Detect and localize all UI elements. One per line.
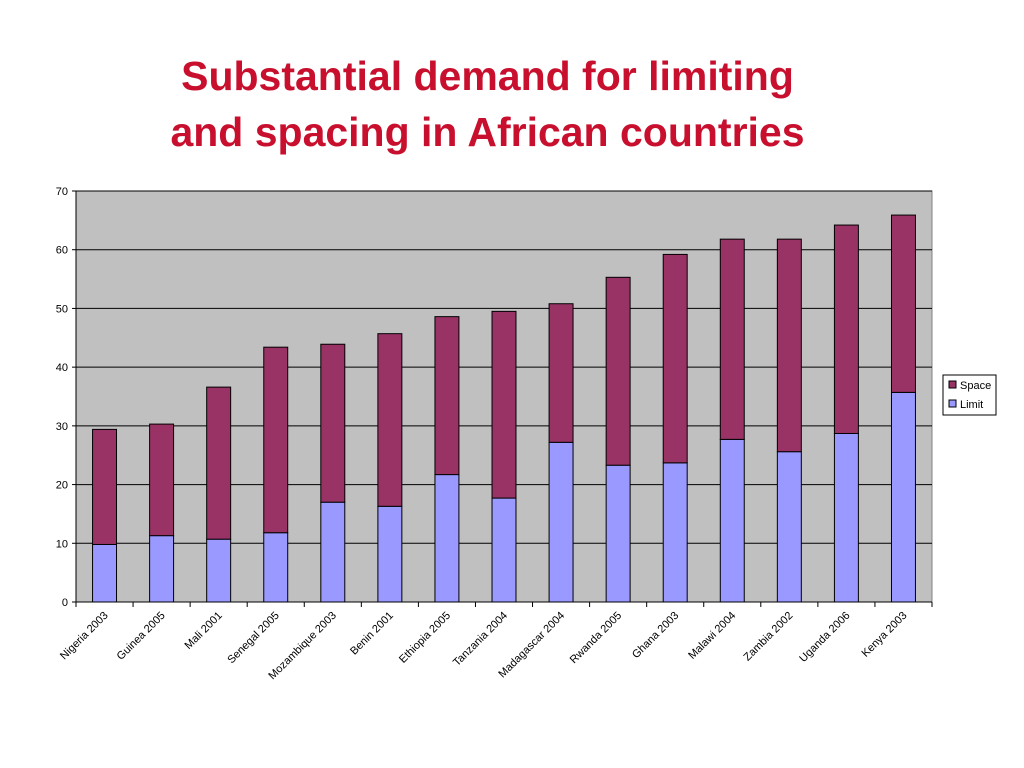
bar-limit — [434, 474, 460, 603]
legend-swatch-space — [948, 380, 957, 389]
x-tick-label: Uganda 2006 — [797, 610, 852, 665]
legend-label-space: Space — [960, 380, 991, 392]
bar-limit — [776, 451, 802, 603]
bar-space — [149, 423, 175, 537]
bar-limit — [149, 535, 175, 603]
x-tick-label: Ghana 2003 — [630, 610, 681, 661]
bar-space — [92, 428, 118, 545]
y-tick-label: 50 — [56, 303, 68, 315]
x-tick-label: Rwanda 2005 — [568, 610, 624, 666]
legend: Space Limit — [942, 374, 997, 416]
bar-limit — [263, 532, 289, 603]
bar-space — [263, 346, 289, 534]
x-tick-label: Kenya 2003 — [860, 610, 910, 660]
slide-title-line2: and spacing in African countries — [170, 109, 805, 155]
x-tick-label: Zambia 2002 — [742, 610, 796, 664]
bar-limit — [320, 501, 346, 603]
legend-swatch-limit — [948, 399, 957, 408]
x-tick-label: Ethiopia 2005 — [397, 610, 453, 666]
bar-space — [548, 303, 574, 443]
bar-limit — [92, 543, 118, 603]
bar-space — [320, 343, 346, 503]
bar-space — [206, 386, 232, 540]
bar-limit — [890, 391, 916, 603]
bar-space — [776, 238, 802, 453]
bar-space — [890, 214, 916, 393]
bar-limit — [605, 464, 631, 603]
x-tick-label: Benin 2001 — [348, 610, 396, 658]
bar-limit — [206, 538, 232, 603]
x-tick-label: Senegal 2005 — [225, 610, 282, 667]
bar-space — [377, 333, 403, 507]
bar-space — [719, 238, 745, 440]
bar-limit — [833, 432, 859, 603]
bar-space — [491, 310, 517, 499]
bar-limit — [719, 438, 745, 603]
bar-space — [833, 224, 859, 434]
y-tick-label: 20 — [56, 480, 68, 492]
bar-space — [662, 253, 688, 464]
bar-space — [605, 276, 631, 466]
legend-label-limit: Limit — [960, 399, 983, 411]
x-tick-label: Guinea 2005 — [115, 610, 168, 663]
x-tick-label: Malawi 2004 — [686, 610, 738, 662]
x-tick-label: Tanzania 2004 — [451, 610, 510, 669]
bar-space — [434, 316, 460, 476]
y-tick-label: 30 — [56, 421, 68, 433]
bar-limit — [662, 462, 688, 603]
bar-limit — [491, 497, 517, 603]
x-tick-label: Nigeria 2003 — [58, 610, 111, 663]
y-tick-label: 40 — [56, 362, 68, 374]
bar-limit — [377, 505, 403, 603]
y-tick-label: 10 — [56, 538, 68, 550]
x-tick-label: Mali 2001 — [183, 610, 225, 652]
y-tick-label: 60 — [56, 245, 68, 257]
slide-title-line1: Substantial demand for limiting — [181, 53, 794, 99]
bar-limit — [548, 441, 574, 603]
y-tick-label: 0 — [62, 597, 68, 609]
y-tick-label: 70 — [56, 186, 68, 198]
slide-title: Substantial demand for limiting and spac… — [0, 48, 975, 160]
